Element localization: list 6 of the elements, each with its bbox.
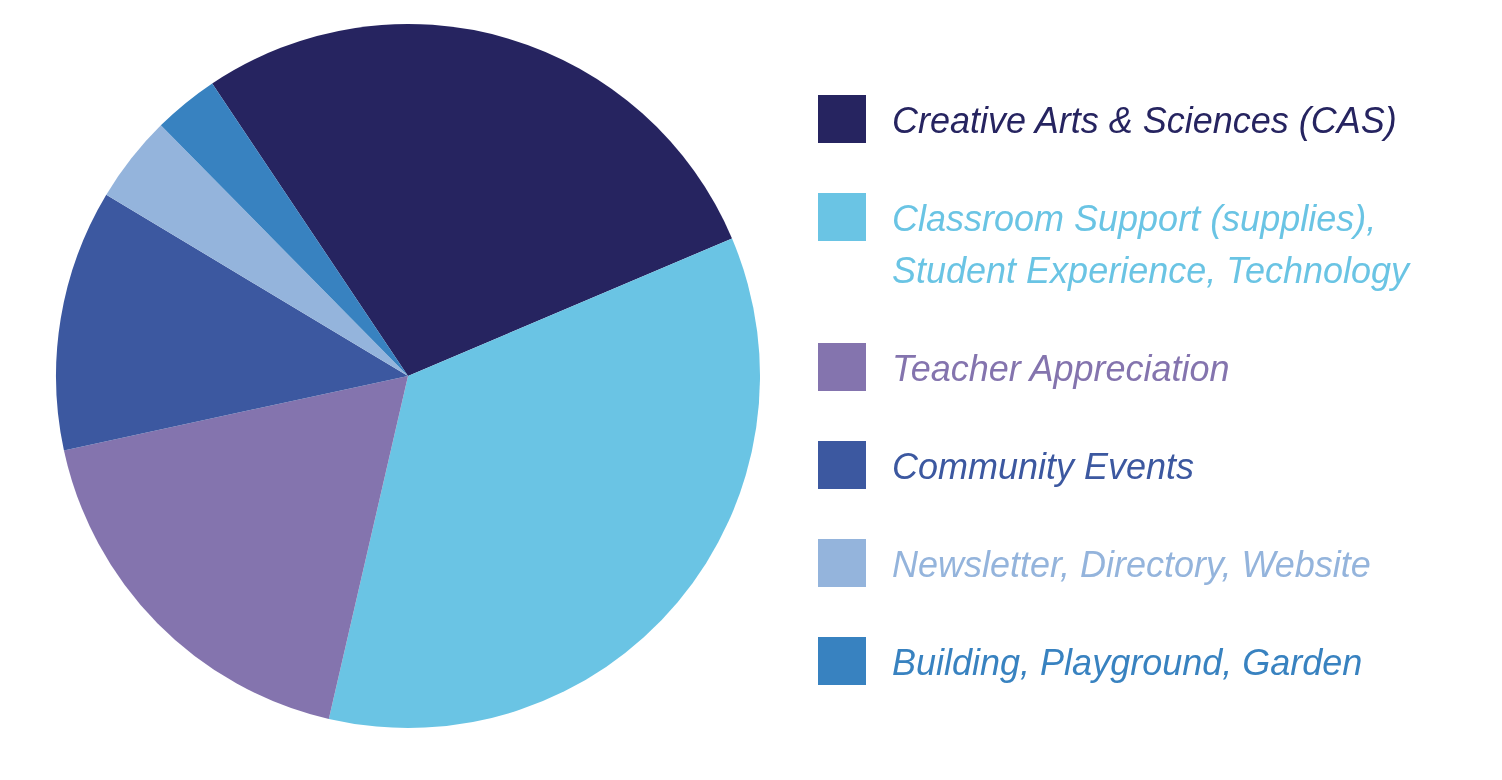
legend-label: Classroom Support (supplies), Student Experience, Technology [892,197,1412,293]
legend-label: Teacher Appreciation [892,347,1231,391]
legend-label: Building, Playground, Garden [892,641,1364,685]
legend-label: Community Events [892,445,1196,489]
legend-label: Creative Arts & Sciences (CAS) [892,99,1398,143]
legend-label: Newsletter, Directory, Website [892,543,1372,587]
